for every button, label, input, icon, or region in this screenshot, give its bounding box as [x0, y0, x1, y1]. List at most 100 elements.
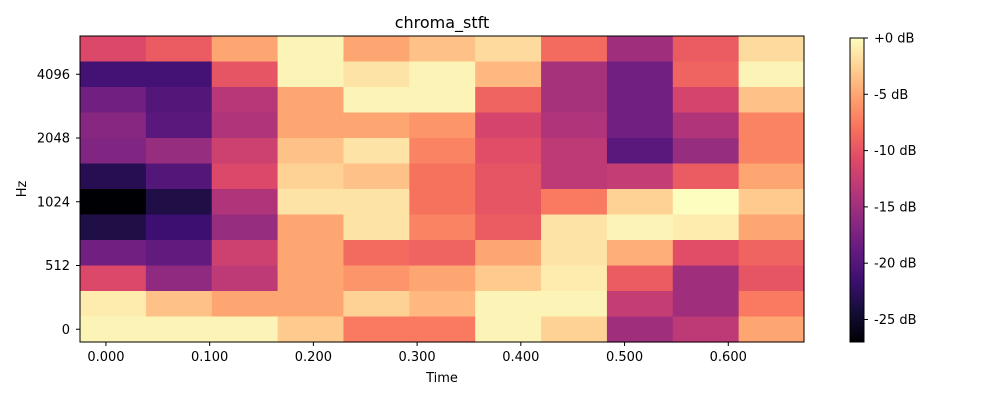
- heatmap-cell: [541, 214, 608, 241]
- heatmap-cell: [738, 189, 805, 216]
- heatmap-cell: [145, 112, 213, 139]
- heatmap-cell: [541, 61, 608, 88]
- heatmap-cell: [672, 240, 740, 267]
- heatmap-cell: [277, 36, 345, 63]
- heatmap-cell: [409, 291, 476, 318]
- heatmap-cell: [211, 163, 279, 190]
- heatmap-cell: [672, 189, 740, 216]
- heatmap-cell: [409, 36, 476, 63]
- heatmap-cell: [145, 61, 213, 88]
- heatmap-cell: [277, 240, 345, 267]
- heatmap-cell: [211, 240, 279, 267]
- heatmap-cell: [409, 163, 476, 190]
- heatmap-cell: [541, 265, 608, 292]
- heatmap-cell: [145, 163, 213, 190]
- heatmap-cell: [672, 36, 740, 63]
- heatmap-cell: [541, 36, 608, 63]
- heatmap-cell: [672, 316, 740, 343]
- heatmap-cell: [738, 265, 805, 292]
- heatmap-cell: [672, 291, 740, 318]
- heatmap-cell: [80, 291, 147, 318]
- heatmap-cell: [80, 163, 147, 190]
- heatmap-cell: [211, 61, 279, 88]
- heatmap-cell: [606, 138, 674, 165]
- heatmap-cell: [606, 87, 674, 114]
- heatmap-cell: [672, 87, 740, 114]
- heatmap-cell: [277, 291, 345, 318]
- heatmap-cell: [541, 163, 608, 190]
- heatmap-cell: [672, 214, 740, 241]
- heatmap-cell: [738, 36, 805, 63]
- x-axis-label: Time: [425, 371, 458, 386]
- heatmap-cell: [606, 240, 674, 267]
- heatmap-cell: [343, 316, 410, 343]
- heatmap-cell: [145, 214, 213, 241]
- x-axis-ticks: 0.000 0.100 0.200 0.300 0.400 0.500 0.600: [87, 342, 747, 365]
- heatmap-cell: [80, 189, 147, 216]
- y-axis-label: Hz: [15, 181, 30, 198]
- heatmap-cell: [277, 265, 345, 292]
- heatmap-cell: [211, 214, 279, 241]
- heatmap-cell: [277, 87, 345, 114]
- heatmap-cell: [277, 112, 345, 139]
- heatmap-cell: [277, 61, 345, 88]
- heatmap-cell: [672, 61, 740, 88]
- heatmap-cell: [409, 240, 476, 267]
- heatmap-cell: [211, 316, 279, 343]
- heatmap-cell: [343, 214, 410, 241]
- heatmap-cell: [475, 214, 542, 241]
- x-tick-label: 0.600: [710, 350, 747, 365]
- y-tick-label: 2048: [37, 132, 70, 147]
- x-tick-label: 0.100: [191, 350, 228, 365]
- heatmap-cell: [738, 138, 805, 165]
- colorbar: [849, 37, 865, 343]
- heatmap-cell: [409, 214, 476, 241]
- heatmap-cell: [606, 61, 674, 88]
- heatmap-cell: [475, 291, 542, 318]
- heatmap-cell: [145, 189, 213, 216]
- y-tick-label: 0: [62, 323, 70, 338]
- heatmap-cell: [541, 138, 608, 165]
- colorbar-tick-label: +0 dB: [874, 32, 914, 47]
- colorbar-tick-label: -25 dB: [874, 313, 917, 328]
- heatmap-cell: [738, 61, 805, 88]
- x-tick-label: 0.000: [87, 350, 124, 365]
- x-tick-label: 0.300: [398, 350, 435, 365]
- x-tick-label: 0.200: [295, 350, 332, 365]
- heatmap-cell: [277, 316, 345, 343]
- heatmap-cell: [80, 36, 147, 63]
- heatmap-cell: [475, 61, 542, 88]
- heatmap-cell: [475, 36, 542, 63]
- heatmap-cell: [145, 291, 213, 318]
- heatmap-cell: [145, 240, 213, 267]
- heatmap-cell: [343, 163, 410, 190]
- heatmap-cell: [409, 265, 476, 292]
- heatmap-cell: [672, 265, 740, 292]
- heatmap-cell: [672, 112, 740, 139]
- heatmap-cell: [211, 87, 279, 114]
- heatmap-cell: [343, 265, 410, 292]
- heatmap-cell: [541, 291, 608, 318]
- heatmap-cell: [211, 36, 279, 63]
- heatmap-cell: [145, 316, 213, 343]
- heatmap-cell: [738, 112, 805, 139]
- heatmap-cell: [80, 214, 147, 241]
- heatmap-cell: [475, 87, 542, 114]
- heatmap-cell: [343, 138, 410, 165]
- heatmap-cell: [606, 36, 674, 63]
- plot-frame: [79, 35, 805, 343]
- heatmap-cell: [541, 87, 608, 114]
- heatmap-cell: [738, 214, 805, 241]
- x-tick-label: 0.500: [606, 350, 643, 365]
- heatmap-cell: [541, 316, 608, 343]
- heatmap-cell: [606, 291, 674, 318]
- heatmap-cell: [145, 87, 213, 114]
- heatmap-cell: [606, 163, 674, 190]
- heatmap-cell: [80, 265, 147, 292]
- heatmap-cell: [475, 265, 542, 292]
- heatmap-cell: [343, 61, 410, 88]
- heatmap-cell: [343, 36, 410, 63]
- heatmap-cell: [277, 214, 345, 241]
- heatmap-cell: [80, 112, 147, 139]
